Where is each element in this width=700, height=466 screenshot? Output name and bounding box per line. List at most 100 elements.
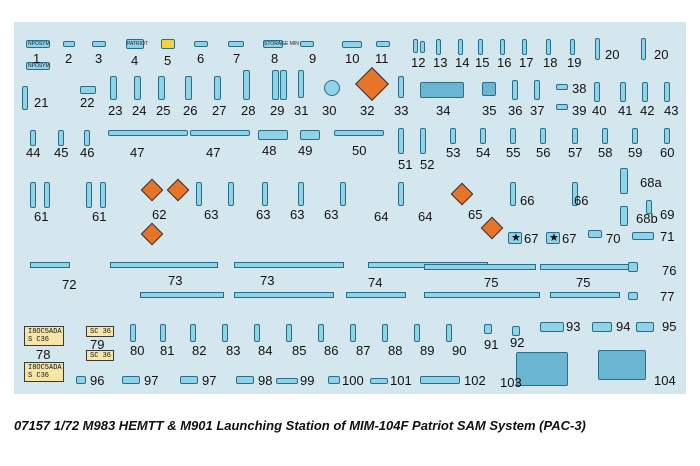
label-33: 33 — [394, 103, 409, 118]
decal-58 — [602, 128, 608, 144]
label-90: 90 — [452, 343, 467, 358]
decal-97b — [180, 376, 198, 384]
label-40: 40 — [592, 103, 607, 118]
decal-8 — [263, 40, 283, 48]
decal-12 — [413, 39, 418, 53]
decal-61a — [30, 182, 36, 208]
star-icon-67a: ★ — [511, 232, 521, 244]
decal-60 — [664, 128, 670, 144]
decal-45 — [58, 130, 64, 146]
decal-64b — [398, 182, 404, 206]
label-79: 79 — [90, 337, 105, 352]
label-64a: 64 — [374, 209, 389, 224]
plate-78b: I8OC5ADA S C36 — [24, 362, 64, 382]
decal-1b — [26, 62, 50, 70]
decal-63b — [228, 182, 234, 206]
decal-96 — [76, 376, 86, 384]
label-86: 86 — [324, 343, 339, 358]
label-54: 54 — [476, 145, 491, 160]
plate-79b: SC 36 — [86, 350, 114, 361]
decal-97a — [122, 376, 140, 384]
label-42: 42 — [640, 103, 655, 118]
label-73b: 73 — [260, 273, 275, 288]
label-75a: 75 — [484, 275, 499, 290]
label-25: 25 — [156, 103, 171, 118]
label-20a: 20 — [605, 47, 620, 62]
label-30: 30 — [322, 103, 337, 118]
decal-55 — [510, 128, 516, 144]
decal-63d — [298, 182, 304, 206]
label-85: 85 — [292, 343, 307, 358]
label-63a: 63 — [204, 207, 219, 222]
label-55: 55 — [506, 145, 521, 160]
label-68b: 68b — [636, 211, 658, 226]
decal-15 — [478, 39, 483, 55]
label-18: 18 — [543, 55, 558, 70]
label-51: 51 — [398, 157, 413, 172]
decal-75b — [540, 264, 636, 270]
decal-35 — [482, 82, 496, 96]
label-97a: 97 — [144, 373, 159, 388]
decal-98 — [236, 376, 254, 384]
label-96: 96 — [90, 373, 105, 388]
label-12: 12 — [411, 55, 426, 70]
decal-11 — [376, 41, 390, 47]
label-53: 53 — [446, 145, 461, 160]
label-75b: 75 — [576, 275, 591, 290]
label-23: 23 — [108, 103, 123, 118]
decal-24 — [134, 76, 141, 100]
decal-69 — [646, 200, 652, 214]
label-37: 37 — [530, 103, 545, 118]
label-47b: 47 — [206, 145, 221, 160]
decal-64a — [340, 182, 346, 206]
decal-23 — [110, 76, 117, 100]
decal-85 — [286, 324, 292, 342]
label-81: 81 — [160, 343, 175, 358]
decal-54 — [480, 128, 486, 144]
label-7: 7 — [233, 51, 241, 66]
decal-91 — [484, 324, 492, 334]
decal-6 — [194, 41, 208, 47]
label-64b: 64 — [418, 209, 433, 224]
label-17: 17 — [519, 55, 534, 70]
label-38: 38 — [572, 81, 587, 96]
decal-80 — [130, 324, 136, 342]
label-3: 3 — [95, 51, 103, 66]
label-5: 5 — [164, 53, 172, 68]
label-16: 16 — [497, 55, 512, 70]
decal-50 — [334, 130, 384, 136]
label-91: 91 — [484, 337, 499, 352]
decal-76 — [628, 262, 638, 272]
label-56: 56 — [536, 145, 551, 160]
label-103: 103 — [500, 375, 522, 390]
label-27: 27 — [212, 103, 227, 118]
decal-94 — [592, 322, 612, 332]
decal-39 — [556, 104, 568, 110]
label-88: 88 — [388, 343, 403, 358]
decal-20a — [595, 38, 600, 60]
decal-67a-bg — [508, 232, 522, 244]
label-46: 46 — [80, 145, 95, 160]
stencil-1a: NPOSYM — [28, 41, 50, 47]
label-43: 43 — [664, 103, 679, 118]
label-24: 24 — [132, 103, 147, 118]
decal-34 — [420, 82, 464, 98]
label-82: 82 — [192, 343, 207, 358]
label-78: 78 — [36, 347, 51, 362]
decal-73d — [234, 292, 334, 298]
decal-103 — [516, 352, 568, 386]
label-34: 34 — [436, 103, 451, 118]
label-83: 83 — [226, 343, 241, 358]
label-72: 72 — [62, 277, 77, 292]
plate-79a: SC 36 — [86, 326, 114, 337]
decal-47a — [108, 130, 188, 136]
decal-59 — [632, 128, 638, 144]
stencil-8: STORAGE MIN — [264, 41, 299, 47]
label-20b: 20 — [654, 47, 669, 62]
label-77: 77 — [660, 289, 675, 304]
decal-51 — [398, 128, 404, 154]
decal-102 — [420, 376, 460, 384]
label-97b: 97 — [202, 373, 217, 388]
label-95: 95 — [662, 319, 677, 334]
